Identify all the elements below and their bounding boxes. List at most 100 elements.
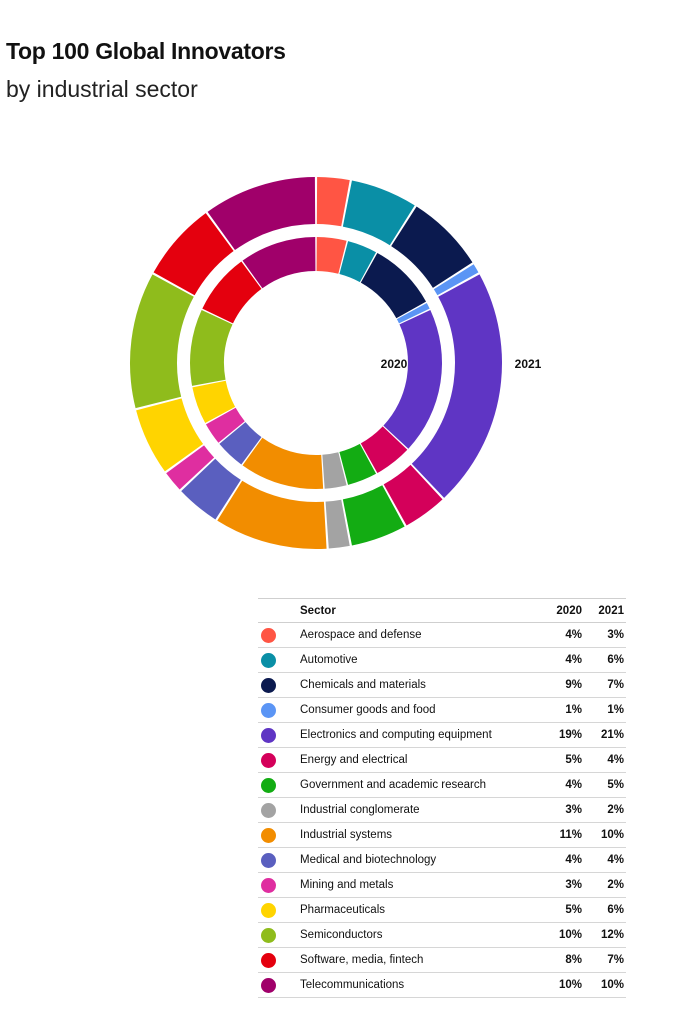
outer-ring-2021 [130,177,503,550]
value-2021: 4% [582,747,626,773]
legend-swatch [261,752,276,768]
outer-ring-label: 2021 [515,357,542,371]
table-row: Chemicals and materials 9% 7% [258,672,626,698]
outer-2021-segment-8 [325,499,350,549]
inner-2020-segment-4 [396,302,430,324]
value-2020: 5% [534,747,582,773]
table-row: Semiconductors 10% 12% [258,922,626,948]
legend-swatch-cell [258,822,300,848]
table-row: Electronics and computing equipment 19% 21… [258,722,626,748]
value-2021: 7% [582,947,626,973]
legend-swatch-cell [258,772,300,798]
legend-swatch-cell [258,797,300,823]
value-2021: 7% [582,672,626,698]
sector-name: Energy and electrical [300,747,534,773]
chart-subtitle: by industrial sector [6,76,198,102]
donut-chart: 2020 2021 [130,177,542,550]
legend-swatch [261,827,276,843]
sector-name: Consumer goods and food [300,697,534,723]
inner-2020-segment-11 [205,407,245,443]
header-spacer [258,598,300,623]
value-2020: 1% [534,697,582,723]
table-row: Mining and metals 3% 2% [258,872,626,898]
legend-swatch-cell [258,672,300,698]
sector-name: Industrial conglomerate [300,797,534,823]
outer-2021-segment-7 [342,485,405,546]
table-row: Consumer goods and food 1% 1% [258,697,626,723]
outer-2021-segment-6 [383,464,443,526]
legend-swatch [261,802,276,818]
legend-swatch-cell [258,922,300,948]
value-2020: 10% [534,922,582,948]
legend-swatch [261,702,276,718]
sector-name: Pharmaceuticals [300,897,534,923]
legend-swatch [261,627,276,643]
value-2021: 4% [582,847,626,873]
outer-2021-segment-1 [316,177,350,227]
outer-2021-segment-4 [433,264,479,296]
outer-2021-segment-2 [342,180,415,246]
value-2021: 10% [582,822,626,848]
value-2021: 5% [582,772,626,798]
value-2020: 4% [534,622,582,648]
inner-ring-label: 2020 [381,357,408,371]
sector-name: Electronics and computing equipment [300,722,534,748]
header-2021: 2021 [582,598,626,623]
sector-name: Automotive [300,647,534,673]
value-2021: 2% [582,797,626,823]
chart-title: Top 100 Global Innovators [6,38,286,64]
legend-swatch [261,952,276,968]
legend-swatch-cell [258,897,300,923]
inner-2020-segment-14 [202,261,262,324]
legend-swatch [261,852,276,868]
legend-swatch [261,977,276,993]
value-2021: 21% [582,722,626,748]
sector-name: Medical and biotechnology [300,847,534,873]
legend-swatch [261,902,276,918]
table-body: Aerospace and defense 4% 3% Automotive 4% 6% C… [258,622,626,998]
inner-ring-2020 [189,237,443,490]
legend-swatch-cell [258,847,300,873]
legend-swatch [261,677,276,693]
legend-swatch-cell [258,722,300,748]
outer-2021-segment-11 [166,445,215,490]
table-row: Pharmaceuticals 5% 6% [258,897,626,923]
header-2020: 2020 [534,598,582,623]
legend-swatch-cell [258,947,300,973]
value-2021: 2% [582,872,626,898]
table-row: Medical and biotechnology 4% 4% [258,847,626,873]
value-2020: 9% [534,672,582,698]
value-2020: 19% [534,722,582,748]
outer-2021-segment-10 [181,458,241,520]
outer-2021-segment-9 [217,480,327,550]
table-header-row: Sector 2020 2021 [258,598,626,623]
inner-2020-segment-10 [219,422,262,465]
inner-2020-segment-2 [339,241,377,283]
value-2020: 4% [534,847,582,873]
legend-swatch-cell [258,747,300,773]
legend-swatch-cell [258,972,300,998]
sector-name: Industrial systems [300,822,534,848]
legend-swatch [261,652,276,668]
outer-2021-segment-12 [136,398,204,472]
inner-2020-segment-8 [322,452,347,489]
value-2020: 4% [534,647,582,673]
table-row: Automotive 4% 6% [258,647,626,673]
outer-2021-segment-15 [207,177,316,251]
value-2020: 4% [534,772,582,798]
inner-2020-segment-15 [242,237,316,289]
table-row: Energy and electrical 5% 4% [258,747,626,773]
legend-swatch [261,877,276,893]
sector-name: Mining and metals [300,872,534,898]
value-2021: 10% [582,972,626,998]
outer-2021-segment-3 [391,206,473,288]
value-2020: 3% [534,797,582,823]
outer-2021-segment-5 [411,274,503,498]
value-2021: 3% [582,622,626,648]
sector-name: Government and academic research [300,772,534,798]
inner-2020-segment-9 [242,437,324,490]
table-row: Software, media, fintech 8% 7% [258,947,626,973]
value-2021: 12% [582,922,626,948]
inner-2020-segment-12 [192,380,236,424]
legend-swatch [261,927,276,943]
